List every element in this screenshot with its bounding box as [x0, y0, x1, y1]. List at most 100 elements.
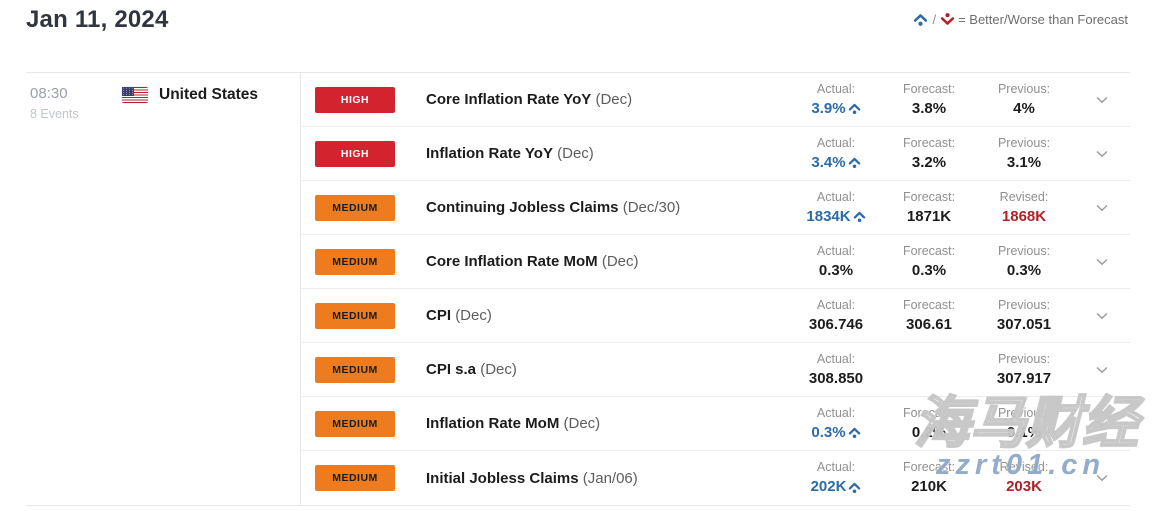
previous-label: Previous:	[997, 243, 1051, 258]
better-icon	[848, 481, 861, 494]
actual-value: 3.4%	[788, 153, 884, 173]
event-period: (Dec)	[595, 91, 633, 108]
event-period: (Dec)	[480, 361, 517, 378]
forecast-label: Forecast:	[902, 243, 956, 258]
event-period: (Dec)	[563, 415, 601, 432]
us-flag-icon	[122, 87, 148, 103]
actual-label: Actual:	[816, 81, 856, 96]
event-time: 08:30	[30, 85, 68, 102]
previous-label: Previous:	[997, 351, 1051, 366]
forecast-column: Forecast: 1871K	[884, 189, 974, 227]
expand-chevron-icon[interactable]	[1074, 474, 1130, 482]
time-block: 08:30 8 Events	[30, 85, 122, 121]
forecast-column: Forecast: 0.3%	[884, 243, 974, 281]
previous-label: Previous:	[997, 81, 1051, 96]
impact-badge-high: HIGH	[315, 140, 395, 167]
expand-chevron-icon[interactable]	[1074, 150, 1130, 158]
expand-chevron-icon[interactable]	[1074, 96, 1130, 104]
previous-value: 0.3%	[1006, 261, 1042, 279]
event-row-core-inflation-rate-mom[interactable]: MEDIUM Core Inflation Rate MoM (Dec) Act…	[301, 235, 1130, 289]
event-period: (Dec)	[601, 253, 639, 270]
expand-chevron-icon[interactable]	[1074, 258, 1130, 266]
previous-value: 3.1%	[1006, 153, 1042, 171]
impact-badge-high: HIGH	[315, 86, 395, 113]
actual-label: Actual:	[816, 297, 856, 312]
revised-column: Revised: 1868K	[974, 189, 1074, 227]
impact-badge-medium: MEDIUM	[315, 302, 395, 329]
actual-value-text: 202K	[810, 478, 847, 495]
forecast-label: Forecast:	[902, 189, 956, 204]
event-period: (Dec/30)	[622, 199, 681, 216]
expand-chevron-icon[interactable]	[1074, 204, 1130, 212]
event-period: (Dec)	[557, 145, 594, 162]
page-title: Jan 11, 2024	[26, 6, 169, 33]
expand-chevron-icon[interactable]	[1074, 366, 1130, 374]
forecast-value: 210K	[911, 478, 947, 495]
event-name: Inflation Rate MoM	[426, 415, 560, 432]
event-period: (Dec)	[455, 307, 492, 324]
forecast-label: Forecast:	[902, 460, 956, 474]
expand-chevron-icon[interactable]	[1074, 420, 1130, 428]
event-title: Initial Jobless Claims (Jan/06)	[395, 470, 788, 487]
previous-value: 0.1%	[1006, 423, 1042, 441]
event-title: CPI (Dec)	[395, 307, 788, 324]
previous-column: Previous: 3.1%	[974, 135, 1074, 173]
forecast-column: Forecast: 210K	[884, 459, 974, 497]
previous-column: Previous: 307.051	[974, 297, 1074, 335]
event-row-core-inflation-rate-yoy[interactable]: HIGH Core Inflation Rate YoY (Dec) Actua…	[301, 73, 1130, 127]
actual-column: Actual: 308.850	[788, 351, 884, 389]
forecast-column: Forecast: 3.8%	[884, 81, 974, 119]
forecast-value: 0.2%	[911, 423, 947, 441]
previous-column: Previous: 0.1%	[974, 405, 1074, 443]
forecast-column: Forecast: 3.2%	[884, 135, 974, 173]
actual-label: Actual:	[816, 405, 856, 420]
previous-column: Previous: 307.917	[974, 351, 1074, 389]
better-icon	[853, 210, 866, 223]
impact-badge-medium: MEDIUM	[315, 356, 395, 383]
forecast-column: Forecast: 306.61	[884, 297, 974, 335]
previous-label: Previous:	[997, 135, 1051, 150]
actual-column: Actual: 202K	[788, 459, 884, 497]
forecast-column-empty	[884, 369, 974, 371]
event-name: CPI s.a	[426, 361, 477, 378]
event-name: Core Inflation Rate MoM	[426, 253, 598, 270]
event-title: Core Inflation Rate YoY (Dec)	[395, 91, 788, 108]
previous-value: 4%	[1013, 99, 1035, 117]
event-row-inflation-rate-mom[interactable]: MEDIUM Inflation Rate MoM (Dec) Actual: …	[301, 397, 1130, 451]
legend-text: = Better/Worse than Forecast	[958, 12, 1128, 27]
actual-value: 308.850	[808, 369, 864, 387]
better-icon	[848, 102, 861, 115]
impact-badge-medium: MEDIUM	[315, 248, 395, 275]
forecast-value: 306.61	[906, 315, 952, 333]
event-row-continuing-jobless-claims[interactable]: MEDIUM Continuing Jobless Claims (Dec/30…	[301, 181, 1130, 235]
forecast-value: 3.8%	[911, 99, 947, 117]
forecast-column: Forecast: 0.2%	[884, 405, 974, 443]
revised-value: 203K	[1006, 478, 1042, 495]
actual-value: 202K	[788, 477, 884, 497]
forecast-label: Forecast:	[902, 297, 956, 312]
event-period: (Jan/06)	[582, 469, 638, 487]
event-row-cpi[interactable]: MEDIUM CPI (Dec) Actual: 306.746 Forecas…	[301, 289, 1130, 343]
actual-value: 3.9%	[788, 99, 884, 119]
event-title: Core Inflation Rate MoM (Dec)	[395, 253, 788, 270]
event-row-inflation-rate-yoy[interactable]: HIGH Inflation Rate YoY (Dec) Actual: 3.…	[301, 127, 1130, 181]
forecast-value: 3.2%	[911, 153, 947, 171]
actual-label: Actual:	[816, 135, 856, 150]
previous-column: Previous: 4%	[974, 81, 1074, 119]
impact-badge-medium: MEDIUM	[315, 194, 395, 221]
economic-calendar-group: 08:30 8 Events United States HIGH Core I…	[26, 72, 1130, 506]
event-name: CPI	[426, 307, 452, 324]
actual-value-text: 3.4%	[811, 153, 846, 171]
actual-value-text: 1834K	[806, 207, 851, 225]
impact-badge-medium: MEDIUM	[315, 465, 395, 491]
event-row-cpi-sa[interactable]: MEDIUM CPI s.a (Dec) Actual: 308.850 Pre…	[301, 343, 1130, 397]
actual-value-text: 3.9%	[811, 99, 846, 117]
worse-icon	[940, 12, 955, 27]
event-row-initial-jobless-claims[interactable]: MEDIUM Initial Jobless Claims (Jan/06) A…	[301, 451, 1130, 505]
expand-chevron-icon[interactable]	[1074, 312, 1130, 320]
forecast-label: Forecast:	[902, 135, 956, 150]
country-block: United States	[122, 86, 258, 104]
previous-column: Previous: 0.3%	[974, 243, 1074, 281]
actual-label: Actual:	[816, 351, 856, 366]
actual-value: 0.3%	[788, 423, 884, 443]
